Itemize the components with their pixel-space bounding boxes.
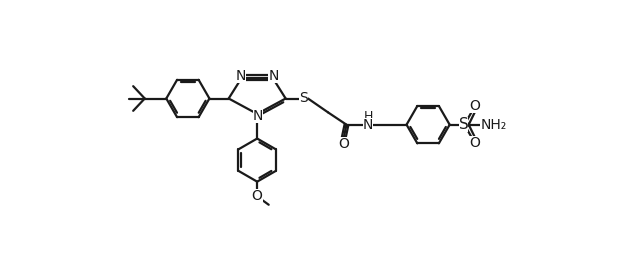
Text: NH₂: NH₂ [481, 118, 507, 132]
Text: N: N [363, 118, 373, 132]
Text: N: N [236, 69, 246, 83]
Text: O: O [469, 136, 480, 150]
Text: O: O [338, 137, 349, 151]
Text: N: N [253, 109, 263, 123]
Text: N: N [268, 69, 278, 83]
Text: O: O [252, 189, 262, 203]
Text: S: S [459, 117, 468, 132]
Text: H: H [364, 111, 372, 123]
Text: O: O [469, 99, 480, 113]
Text: S: S [299, 91, 308, 105]
